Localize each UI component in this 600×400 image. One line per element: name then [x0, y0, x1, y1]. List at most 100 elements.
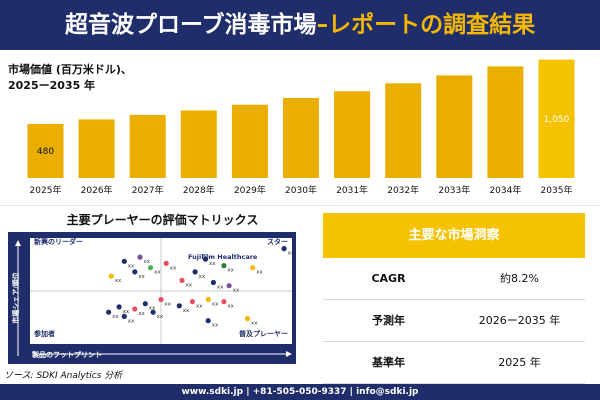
market-insights-panel: 主要な市場洞察 CAGR 約8.2% 予測年 2026ー2035 年 基準年 2…	[323, 213, 585, 384]
company-point	[210, 279, 216, 286]
quadrant-bottom-right: 普及プレーヤー	[239, 329, 288, 338]
insight-row-forecast: 予測年 2026ー2035 年	[323, 300, 585, 342]
bar-2028年	[180, 110, 217, 178]
x-axis-arrowhead	[286, 351, 292, 357]
insight-row-cagr: CAGR 約8.2%	[323, 258, 585, 300]
company-point	[121, 258, 127, 264]
market-value-label: 市場価値 (百万米ドル)、 2025ー2035 年	[8, 62, 132, 94]
x-tick-label: 2033年	[438, 184, 470, 196]
company-point	[189, 299, 195, 305]
x-tick-label: 2032年	[387, 184, 419, 196]
x-tick-label: 2025年	[30, 184, 62, 196]
highlight-company-label: Fujifilm Healthcare	[188, 253, 258, 261]
insight-label: 予測年	[372, 314, 405, 327]
company-point	[221, 299, 227, 305]
insight-row-base-year: 基準年 2025 年	[323, 342, 585, 384]
company-point	[132, 306, 138, 312]
company-point-label: xx	[128, 318, 135, 324]
company-point	[250, 265, 256, 271]
bar-2027年	[129, 114, 166, 178]
bar-2030年	[283, 98, 319, 178]
data-label: 480	[37, 147, 54, 157]
bar-2025年	[27, 123, 64, 178]
company-point	[202, 256, 209, 262]
company-point-label: xx	[112, 314, 119, 320]
company-point	[116, 304, 122, 310]
source-note: ソース: SDKI Analytics 分析	[4, 371, 123, 381]
matrix-y-axis-label: 市場シェア/順位	[11, 272, 20, 324]
bar-2035年	[538, 59, 575, 178]
company-point	[108, 273, 114, 279]
company-point	[163, 260, 169, 266]
company-point-label: xx	[149, 306, 156, 312]
company-point-label: xx	[165, 302, 172, 308]
company-point-label: xx	[227, 268, 234, 274]
company-point-label: xx	[251, 321, 258, 327]
company-point-label: xx	[138, 311, 145, 317]
company-point	[244, 316, 251, 322]
company-point-label: xx	[212, 302, 219, 308]
company-point	[205, 318, 211, 324]
company-point-label: xx	[196, 304, 203, 310]
company-point-label: xx	[128, 263, 135, 269]
market-value-bar-chart: 2025年 2026年 2027年 2028年 2029年 2030年 2031年 2032年…	[27, 59, 575, 196]
report-title-accent: –レポートの調査結果	[316, 12, 536, 38]
quadrant-bottom-left: 参加者	[34, 329, 55, 338]
bar-2032年	[385, 83, 422, 178]
insight-value: 約8.2%	[500, 272, 539, 285]
company-point-label: xx	[227, 304, 234, 310]
matrix-title: 主要プレーヤーの評価マトリックス	[66, 213, 259, 227]
company-point-label: xx	[217, 285, 224, 291]
company-point	[106, 309, 112, 315]
company-point	[150, 309, 156, 315]
company-point-label: xx	[154, 270, 161, 276]
company-point	[132, 269, 138, 275]
company-point-label: xx	[199, 274, 206, 280]
insight-value: 2025 年	[498, 356, 541, 369]
bar-2031年	[334, 91, 371, 178]
report-title-main: 超音波プローブ消毒市場	[64, 12, 317, 38]
company-point-label: xx	[157, 314, 164, 320]
company-point	[158, 296, 164, 303]
company-point-label: xx	[233, 288, 240, 294]
company-point	[221, 263, 227, 269]
bar-2026年	[78, 119, 115, 178]
data-label: 1,050	[544, 115, 570, 125]
company-point-label: xx	[144, 259, 151, 265]
matrix-x-axis-label: 製品のフットプリント	[31, 350, 102, 359]
company-point-label: xx	[138, 274, 145, 280]
x-tick-label: 2026年	[81, 184, 113, 196]
company-point	[142, 301, 148, 307]
company-point	[176, 303, 182, 309]
company-point-label: xx	[256, 270, 263, 276]
company-point-label: xx	[212, 323, 219, 329]
market-value-label-line1: 市場価値 (百万米ドル)、	[8, 63, 132, 76]
company-point-label: xx	[209, 261, 216, 267]
bar-2034年	[487, 66, 524, 178]
company-point	[281, 246, 287, 252]
company-point-label: xx	[183, 308, 190, 314]
bar-2029年	[231, 104, 268, 178]
insight-label: CAGR	[371, 272, 406, 285]
insight-value: 2026ー2035 年	[478, 314, 561, 327]
report-header: 超音波プローブ消毒市場–レポートの調査結果	[0, 0, 600, 50]
company-point-label: xx	[115, 278, 122, 284]
section-divider	[0, 205, 600, 206]
x-tick-label: 2035年	[541, 184, 573, 196]
company-point-label: xx	[186, 282, 193, 288]
matrix-y-axis: 市場シェア/順位	[11, 240, 21, 356]
company-point-label: xx	[170, 265, 177, 271]
x-tick-label: 2029年	[234, 184, 266, 196]
company-point	[205, 296, 211, 303]
quadrant-top-right: スター	[267, 237, 288, 246]
company-point-label: xx	[123, 309, 130, 315]
matrix-plot: 新興のリーダー スター 参加者 普及プレーヤー Fujifilm Healthc…	[30, 237, 295, 359]
company-point	[179, 277, 185, 283]
company-point	[147, 265, 154, 271]
x-tick-label: 2028年	[183, 184, 215, 196]
quadrant-top-left: 新興のリーダー	[34, 237, 83, 246]
market-value-label-line2: 2025ー2035 年	[8, 79, 96, 92]
contact-footer: www.sdki.jp | +81-505-050-9337 | info@sd…	[0, 384, 600, 400]
company-point-label: xx	[288, 251, 295, 257]
bar-2033年	[436, 75, 473, 178]
